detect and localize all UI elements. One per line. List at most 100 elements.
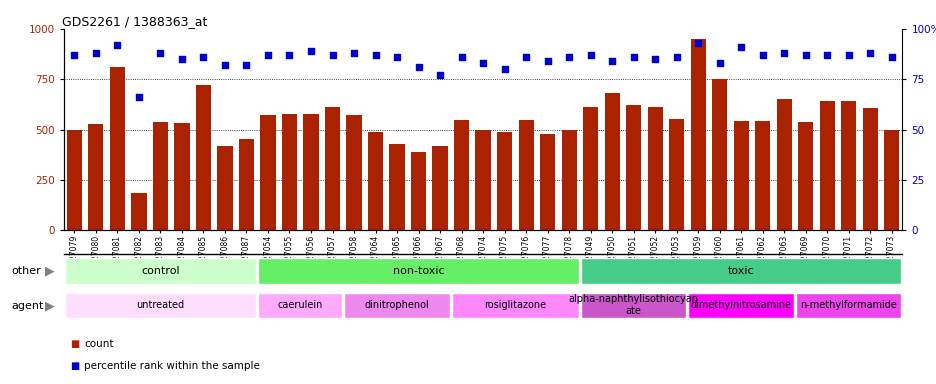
Bar <box>239 139 254 230</box>
Bar <box>258 258 578 284</box>
Point <box>884 54 899 60</box>
Bar <box>258 293 342 318</box>
Bar <box>539 134 554 230</box>
Text: ▶: ▶ <box>45 299 54 312</box>
Bar <box>518 119 533 230</box>
Point <box>561 54 576 60</box>
Point <box>690 40 705 46</box>
Point <box>797 52 812 58</box>
Bar <box>776 99 791 230</box>
Bar <box>795 293 900 318</box>
Bar <box>432 146 447 230</box>
Text: caerulein: caerulein <box>277 300 323 310</box>
Point <box>174 56 189 62</box>
Text: GDS2261 / 1388363_at: GDS2261 / 1388363_at <box>62 15 207 28</box>
Bar <box>65 293 256 318</box>
Text: dimethylnitrosamine: dimethylnitrosamine <box>690 300 791 310</box>
Bar <box>346 116 361 230</box>
Point <box>711 60 726 66</box>
Bar <box>411 152 426 230</box>
Text: ▶: ▶ <box>45 265 54 278</box>
Text: agent: agent <box>11 301 44 311</box>
Text: non-toxic: non-toxic <box>392 266 444 276</box>
Bar <box>110 67 124 230</box>
Bar <box>797 121 812 230</box>
Point <box>454 54 469 60</box>
Text: dinitrophenol: dinitrophenol <box>364 300 429 310</box>
Bar <box>625 105 640 230</box>
Point <box>539 58 554 64</box>
Bar <box>217 146 232 230</box>
Bar <box>862 108 877 230</box>
Text: control: control <box>141 266 180 276</box>
Bar <box>690 39 705 230</box>
Text: percentile rank within the sample: percentile rank within the sample <box>84 361 260 371</box>
Bar <box>711 79 726 230</box>
Point <box>260 52 275 58</box>
Bar <box>282 114 297 230</box>
Point <box>475 60 490 66</box>
Bar <box>561 129 576 230</box>
Bar <box>344 293 449 318</box>
Point <box>625 54 640 60</box>
Point <box>196 54 211 60</box>
Bar <box>733 121 748 230</box>
Bar <box>580 258 900 284</box>
Point <box>282 52 297 58</box>
Point <box>88 50 103 56</box>
Text: untreated: untreated <box>137 300 184 310</box>
Point <box>733 44 748 50</box>
Point <box>153 50 168 56</box>
Bar <box>451 293 578 318</box>
Bar <box>368 132 383 230</box>
Text: ■: ■ <box>70 339 80 349</box>
Bar <box>325 108 340 230</box>
Bar <box>174 122 189 230</box>
Text: count: count <box>84 339 113 349</box>
Point <box>217 62 232 68</box>
Bar <box>389 144 404 230</box>
Bar <box>496 132 511 230</box>
Point <box>496 66 511 72</box>
Bar <box>754 121 769 230</box>
Bar <box>841 101 856 230</box>
Point <box>604 58 619 64</box>
Bar <box>303 114 318 230</box>
Bar <box>819 101 834 230</box>
Bar <box>580 293 685 318</box>
Bar <box>475 129 490 230</box>
Bar <box>153 121 168 230</box>
Bar <box>131 193 146 230</box>
Point <box>303 48 318 54</box>
Text: toxic: toxic <box>727 266 753 276</box>
Bar <box>883 129 899 230</box>
Point <box>325 52 340 58</box>
Point <box>411 64 426 70</box>
Bar <box>66 129 82 230</box>
Bar <box>582 108 597 230</box>
Bar <box>668 119 683 230</box>
Point <box>862 50 877 56</box>
Text: n-methylformamide: n-methylformamide <box>799 300 896 310</box>
Point <box>131 94 146 100</box>
Point <box>346 50 361 56</box>
Point <box>110 42 124 48</box>
Point <box>389 54 404 60</box>
Text: rosiglitazone: rosiglitazone <box>484 300 546 310</box>
Point <box>754 52 769 58</box>
Bar <box>454 119 469 230</box>
Point <box>518 54 533 60</box>
Text: ■: ■ <box>70 361 80 371</box>
Point <box>432 72 447 78</box>
Text: alpha-naphthylisothiocyan
ate: alpha-naphthylisothiocyan ate <box>568 294 698 316</box>
Point <box>239 62 254 68</box>
Point <box>66 52 81 58</box>
Bar <box>688 293 793 318</box>
Bar <box>260 116 275 230</box>
Point <box>668 54 683 60</box>
Point <box>647 56 662 62</box>
Point <box>776 50 791 56</box>
Bar <box>196 85 211 230</box>
Point <box>582 52 597 58</box>
Bar <box>647 108 662 230</box>
